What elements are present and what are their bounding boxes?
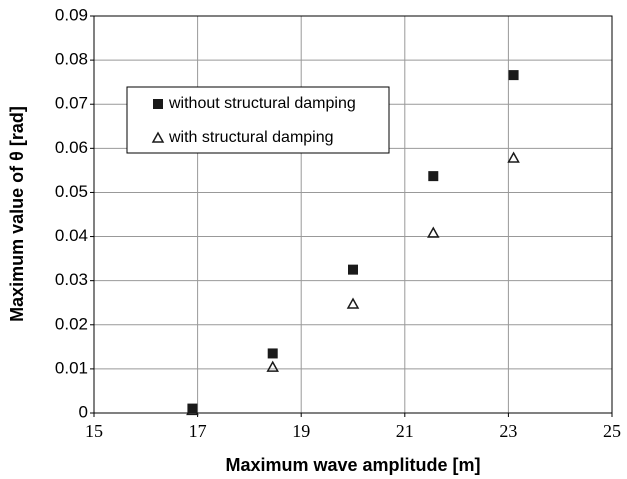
y-tick-label: 0.07 bbox=[55, 94, 88, 113]
point bbox=[348, 264, 358, 275]
y-tick-label: 0.08 bbox=[55, 50, 88, 69]
y-tick-label: 0.04 bbox=[55, 226, 88, 245]
point bbox=[428, 171, 439, 182]
point bbox=[427, 226, 440, 238]
x-tick-label: 17 bbox=[189, 421, 207, 441]
point bbox=[186, 403, 199, 416]
y-tick-label: 0.02 bbox=[55, 314, 88, 333]
y-tick-label: 0 bbox=[79, 402, 88, 421]
x-tick-label: 21 bbox=[396, 421, 414, 441]
point bbox=[346, 297, 360, 309]
y-tick-label: 0.05 bbox=[55, 182, 88, 201]
legend-marker bbox=[153, 99, 163, 109]
point bbox=[187, 403, 198, 414]
y-tick-label: 0.06 bbox=[55, 138, 88, 157]
y-tick-label: 0.09 bbox=[55, 5, 88, 24]
x-tick-label: 25 bbox=[603, 421, 621, 441]
point bbox=[507, 151, 520, 163]
y-tick-label: 0.03 bbox=[55, 270, 88, 289]
point bbox=[267, 348, 278, 359]
point bbox=[508, 70, 519, 81]
x-axis-title: Maximum wave amplitude [m] bbox=[225, 455, 480, 475]
legend-box bbox=[126, 86, 390, 154]
x-tick-label: 23 bbox=[499, 421, 517, 441]
legend-marker bbox=[151, 131, 165, 143]
y-axis-title: Maximum value of θ [rad] bbox=[7, 106, 27, 322]
x-tick-label: 19 bbox=[292, 421, 310, 441]
x-tick-label: 15 bbox=[85, 421, 103, 441]
plot-frame bbox=[93, 15, 613, 414]
y-tick-label: 0.01 bbox=[55, 358, 88, 377]
legend-label: with structural damping bbox=[168, 129, 334, 146]
point bbox=[266, 360, 279, 372]
legend-label: without structural damping bbox=[168, 95, 356, 112]
